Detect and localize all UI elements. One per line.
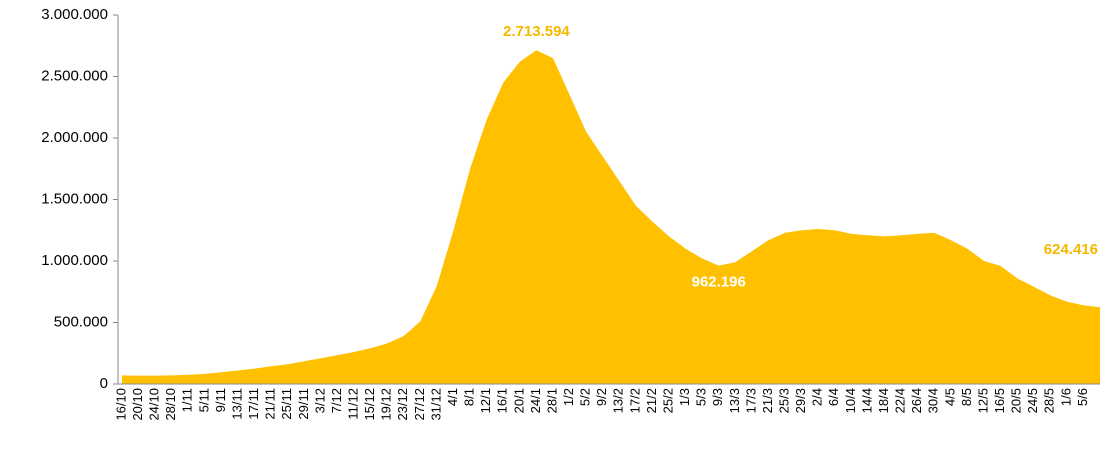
x-tick-label: 21/3 bbox=[760, 388, 775, 413]
x-tick-label: 23/12 bbox=[395, 388, 410, 421]
y-tick-label: 1.500.000 bbox=[41, 190, 108, 207]
x-tick-label: 5/6 bbox=[1075, 388, 1090, 406]
x-tick-label: 25/3 bbox=[776, 388, 791, 413]
x-tick-label: 22/4 bbox=[893, 388, 908, 413]
x-tick-label: 31/12 bbox=[428, 388, 443, 421]
x-tick-label: 1/3 bbox=[677, 388, 692, 406]
x-tick-label: 25/11 bbox=[279, 388, 294, 420]
x-tick-label: 17/2 bbox=[627, 388, 642, 413]
x-tick-label: 28/1 bbox=[544, 388, 559, 413]
area bbox=[122, 50, 1100, 384]
x-tick-label: 28/10 bbox=[163, 388, 178, 421]
x-tick-label: 4/5 bbox=[942, 388, 957, 406]
x-tick-label: 24/1 bbox=[528, 388, 543, 413]
x-tick-label: 30/4 bbox=[926, 388, 941, 413]
x-tick-label: 10/4 bbox=[843, 388, 858, 413]
x-tick-label: 28/5 bbox=[1042, 388, 1057, 413]
y-tick-label: 2.000.000 bbox=[41, 129, 108, 146]
x-tick-label: 21/11 bbox=[263, 388, 278, 420]
y-tick-label: 0 bbox=[100, 375, 108, 392]
x-tick-label: 24/10 bbox=[147, 388, 162, 421]
x-tick-label: 5/11 bbox=[196, 388, 211, 412]
x-tick-label: 24/5 bbox=[1025, 388, 1040, 413]
x-tick-label: 14/4 bbox=[859, 388, 874, 413]
x-tick-label: 15/12 bbox=[362, 388, 377, 421]
x-tick-label: 20/1 bbox=[511, 388, 526, 413]
x-tick-label: 26/4 bbox=[909, 388, 924, 413]
x-tick-label: 21/2 bbox=[644, 388, 659, 413]
y-tick-label: 500.000 bbox=[54, 313, 108, 330]
x-tick-label: 17/3 bbox=[743, 388, 758, 413]
x-tick-label: 16/10 bbox=[113, 388, 128, 421]
x-tick-label: 13/3 bbox=[727, 388, 742, 413]
x-tick-label: 5/2 bbox=[578, 388, 593, 406]
x-tick-label: 20/10 bbox=[130, 388, 145, 421]
x-tick-label: 9/2 bbox=[594, 388, 609, 406]
x-tick-label: 17/11 bbox=[246, 388, 261, 420]
x-tick-label: 9/3 bbox=[710, 388, 725, 406]
x-tick-label: 4/1 bbox=[445, 388, 460, 406]
x-tick-label: 8/1 bbox=[462, 388, 477, 406]
x-tick-label: 12/5 bbox=[975, 388, 990, 413]
x-tick-label: 8/5 bbox=[959, 388, 974, 406]
x-tick-label: 29/11 bbox=[296, 388, 311, 420]
x-tick-label: 1/11 bbox=[180, 388, 195, 412]
x-tick-label: 6/4 bbox=[826, 388, 841, 406]
x-tick-label: 13/2 bbox=[611, 388, 626, 413]
x-tick-label: 9/11 bbox=[213, 388, 228, 412]
x-tick-label: 27/12 bbox=[412, 388, 427, 421]
y-tick-label: 1.000.000 bbox=[41, 252, 108, 269]
x-tick-label: 12/1 bbox=[478, 388, 493, 413]
x-tick-label: 1/2 bbox=[561, 388, 576, 406]
x-tick-label: 1/6 bbox=[1058, 388, 1073, 406]
y-tick-label: 2.500.000 bbox=[41, 67, 108, 84]
x-tick-label: 13/11 bbox=[229, 388, 244, 420]
x-tick-label: 16/5 bbox=[992, 388, 1007, 413]
value-label: 2.713.594 bbox=[503, 23, 570, 40]
x-tick-label: 2/4 bbox=[810, 388, 825, 406]
x-tick-label: 7/12 bbox=[329, 388, 344, 413]
x-tick-label: 25/2 bbox=[660, 388, 675, 413]
x-tick-label: 5/3 bbox=[694, 388, 709, 406]
x-tick-label: 11/12 bbox=[346, 388, 361, 420]
value-label: 624.416 bbox=[1044, 241, 1098, 258]
x-tick-label: 16/1 bbox=[495, 388, 510, 413]
x-tick-label: 19/12 bbox=[379, 388, 394, 421]
y-tick-label: 3.000.000 bbox=[41, 6, 108, 23]
value-label: 962.196 bbox=[692, 274, 746, 291]
x-tick-label: 20/5 bbox=[1009, 388, 1024, 413]
x-tick-label: 29/3 bbox=[793, 388, 808, 413]
x-tick-label: 18/4 bbox=[876, 388, 891, 413]
x-tick-label: 3/12 bbox=[312, 388, 327, 413]
